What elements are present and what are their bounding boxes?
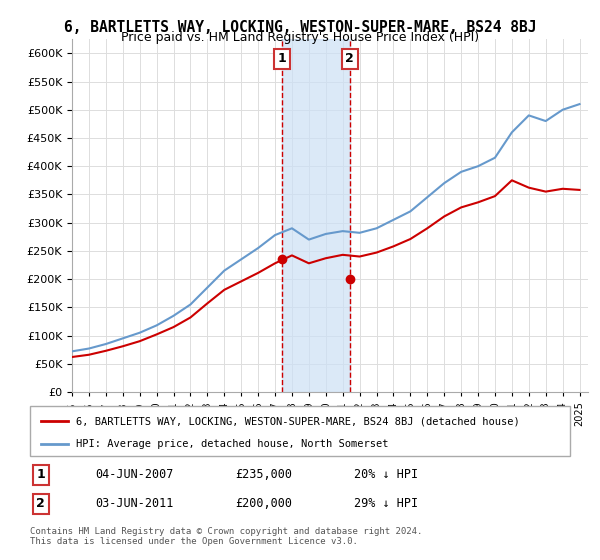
Text: 6, BARTLETTS WAY, LOCKING, WESTON-SUPER-MARE, BS24 8BJ (detached house): 6, BARTLETTS WAY, LOCKING, WESTON-SUPER-… xyxy=(76,416,520,426)
Text: HPI: Average price, detached house, North Somerset: HPI: Average price, detached house, Nort… xyxy=(76,439,388,449)
Text: 1: 1 xyxy=(278,53,286,66)
Text: 03-JUN-2011: 03-JUN-2011 xyxy=(95,497,173,510)
Text: 29% ↓ HPI: 29% ↓ HPI xyxy=(354,497,418,510)
FancyBboxPatch shape xyxy=(30,406,570,456)
Text: Contains HM Land Registry data © Crown copyright and database right 2024.
This d: Contains HM Land Registry data © Crown c… xyxy=(30,526,422,546)
Text: 2: 2 xyxy=(37,497,45,510)
Text: £200,000: £200,000 xyxy=(235,497,292,510)
Text: 20% ↓ HPI: 20% ↓ HPI xyxy=(354,468,418,482)
Text: £235,000: £235,000 xyxy=(235,468,292,482)
Text: 1: 1 xyxy=(37,468,45,482)
Text: 04-JUN-2007: 04-JUN-2007 xyxy=(95,468,173,482)
Text: Price paid vs. HM Land Registry's House Price Index (HPI): Price paid vs. HM Land Registry's House … xyxy=(121,31,479,44)
Text: 6, BARTLETTS WAY, LOCKING, WESTON-SUPER-MARE, BS24 8BJ: 6, BARTLETTS WAY, LOCKING, WESTON-SUPER-… xyxy=(64,20,536,35)
Bar xyxy=(282,39,350,392)
Text: 2: 2 xyxy=(346,53,354,66)
